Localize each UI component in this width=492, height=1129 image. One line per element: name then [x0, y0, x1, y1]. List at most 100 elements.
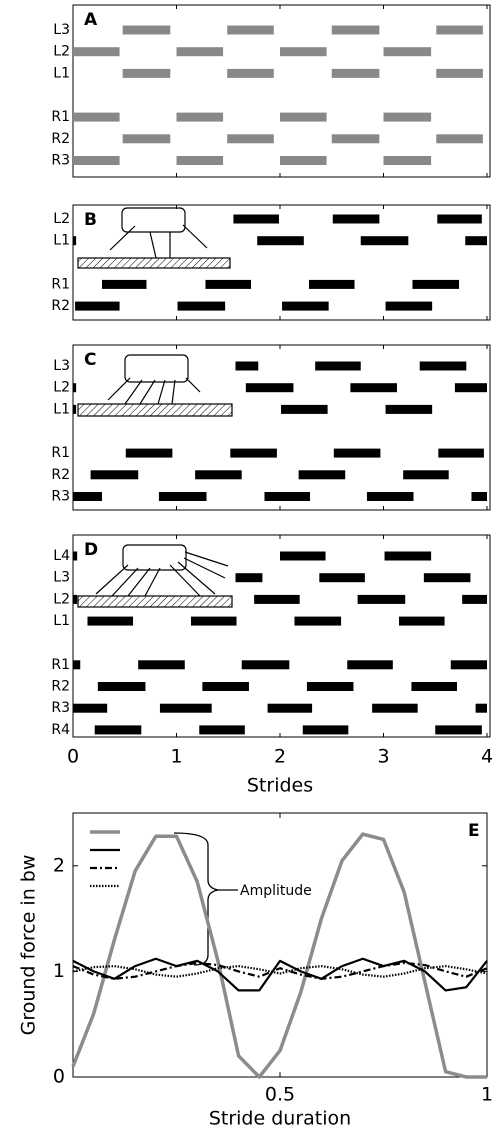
x-tick-label: 0.5	[265, 1084, 295, 1106]
stance-bar	[75, 301, 120, 311]
ground	[77, 595, 233, 608]
stance-bar	[235, 361, 259, 371]
row-label: R1	[51, 276, 70, 292]
robot-leg	[95, 564, 129, 595]
stance-bar	[176, 156, 224, 165]
row-label: R3	[51, 153, 70, 169]
stance-bar	[350, 383, 397, 393]
inset-c	[77, 354, 233, 417]
robot-leg	[124, 379, 143, 405]
amplitude-brace	[173, 832, 219, 966]
panel-frame	[72, 534, 491, 738]
stance-bar	[399, 616, 445, 626]
ground	[77, 403, 233, 417]
stance-bar	[436, 134, 483, 144]
stance-bar	[122, 68, 171, 78]
stance-bar	[202, 682, 249, 691]
panel-letter: B	[84, 210, 97, 230]
robot-leg	[107, 377, 131, 401]
robot-body	[124, 354, 189, 383]
y-axis-label: Ground force in bw	[18, 855, 40, 1036]
robot-leg	[169, 564, 201, 597]
stance-bar	[403, 470, 449, 480]
annotation: Amplitude	[240, 883, 312, 899]
x-axis-label: Strides	[247, 775, 313, 797]
stance-bar	[73, 236, 77, 246]
stance-bar	[294, 616, 342, 626]
row-label: R1	[51, 445, 70, 461]
stance-bar	[435, 725, 482, 735]
row-label: L1	[53, 65, 70, 81]
panel-letter: D	[84, 540, 98, 560]
stance-bar	[73, 47, 120, 57]
stance-bar	[158, 492, 207, 501]
stance-bar	[462, 594, 487, 604]
stance-bar	[176, 112, 224, 122]
stance-bar	[298, 470, 346, 480]
stance-bar	[101, 279, 147, 289]
stance-bar	[347, 660, 393, 670]
stance-bar	[73, 156, 120, 165]
stance-bar	[450, 660, 487, 670]
stance-bar	[280, 156, 327, 165]
robot-leg	[185, 377, 201, 393]
robot-leg	[109, 225, 136, 251]
y-tick-label: 1	[53, 960, 65, 982]
row-label: L3	[53, 570, 70, 586]
robot-leg	[157, 379, 166, 405]
row-label: L1	[53, 233, 70, 249]
stance-bar	[122, 134, 171, 144]
stance-bar	[385, 301, 433, 311]
stance-bar	[315, 361, 361, 371]
stance-bar	[195, 470, 242, 480]
row-label: L2	[53, 44, 70, 60]
stance-bar	[372, 703, 418, 713]
row-label: R2	[51, 467, 70, 483]
row-label: R3	[51, 489, 70, 505]
stance-bar	[306, 682, 354, 691]
stance-bar	[90, 470, 139, 480]
y-tick-label: 2	[53, 854, 65, 876]
stance-bar	[423, 573, 471, 583]
stance-bar	[333, 448, 381, 458]
inset-d	[77, 544, 233, 608]
stance-bar	[245, 383, 294, 393]
stance-bar	[97, 682, 146, 691]
robot-leg	[182, 224, 208, 249]
row-label: R2	[51, 679, 70, 695]
robot-body	[122, 544, 187, 571]
stance-bar	[384, 551, 432, 561]
row-label: L2	[53, 211, 70, 227]
row-label: R2	[51, 298, 70, 314]
stance-bar	[94, 725, 142, 735]
x-tick-label: 1	[170, 746, 182, 768]
stance-bar	[436, 25, 483, 35]
series-line	[72, 961, 488, 980]
panel-letter: A	[84, 10, 98, 30]
stance-bar	[282, 301, 329, 311]
row-label: L1	[53, 613, 70, 629]
stance-bar	[383, 112, 432, 122]
stance-bar	[233, 214, 279, 224]
stance-bar	[302, 725, 349, 735]
stance-bar	[264, 492, 311, 501]
stance-bar	[438, 448, 484, 458]
stance-bar	[332, 214, 380, 224]
stance-bar	[87, 616, 134, 626]
robot-leg	[127, 567, 151, 597]
stance-bar	[122, 25, 171, 35]
stance-bar	[308, 279, 355, 289]
stance-bar	[159, 703, 212, 713]
robot-leg	[183, 557, 226, 579]
stance-bar	[73, 660, 81, 670]
stance-bar	[419, 361, 467, 371]
stance-bar	[280, 47, 327, 57]
row-label: L3	[53, 22, 70, 38]
stance-bar	[176, 47, 224, 57]
row-label: L2	[53, 591, 70, 607]
stance-bar	[227, 68, 274, 78]
stance-bar	[227, 25, 274, 35]
row-label: R4	[51, 722, 70, 738]
robot-leg	[144, 567, 161, 597]
stance-bar	[177, 301, 226, 311]
